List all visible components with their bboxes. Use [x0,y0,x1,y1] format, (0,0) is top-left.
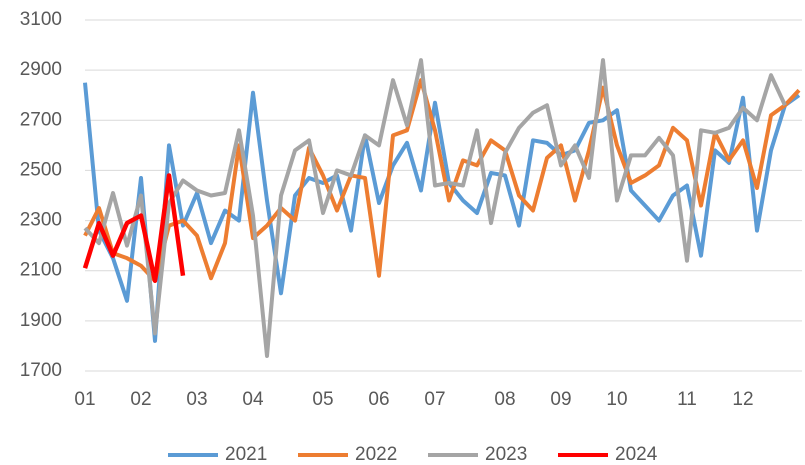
y-tick-label: 2700 [20,109,62,130]
x-tick-label: 06 [368,389,389,410]
y-tick-label: 1700 [20,360,62,381]
x-tick-label: 12 [732,389,753,410]
x-tick-label: 03 [186,389,207,410]
legend-label: 2023 [485,444,527,465]
y-tick-label: 2100 [20,260,62,281]
series-line [83,78,801,283]
y-tick-label: 3100 [20,9,62,30]
x-tick-label: 02 [130,389,151,410]
legend-label: 2022 [355,444,397,465]
x-tick-label: 11 [677,389,697,410]
y-tick-label: 2500 [20,159,62,180]
x-tick-label: 01 [74,389,95,410]
x-tick-label: 08 [494,389,515,410]
x-tick-label: 09 [550,389,571,410]
legend-label: 2024 [615,444,658,465]
series-line [82,173,186,283]
y-tick-label: 2900 [20,59,62,80]
x-tick-label: 04 [242,389,264,410]
x-tick-label: 05 [312,389,333,410]
y-tick-label: 2300 [20,210,62,231]
series-line [83,58,787,358]
x-tick-label: 10 [606,389,627,410]
x-tick-label: 07 [424,389,445,410]
series-line [83,82,801,343]
y-tick-label: 1900 [20,310,62,331]
legend-label: 2021 [225,444,267,465]
